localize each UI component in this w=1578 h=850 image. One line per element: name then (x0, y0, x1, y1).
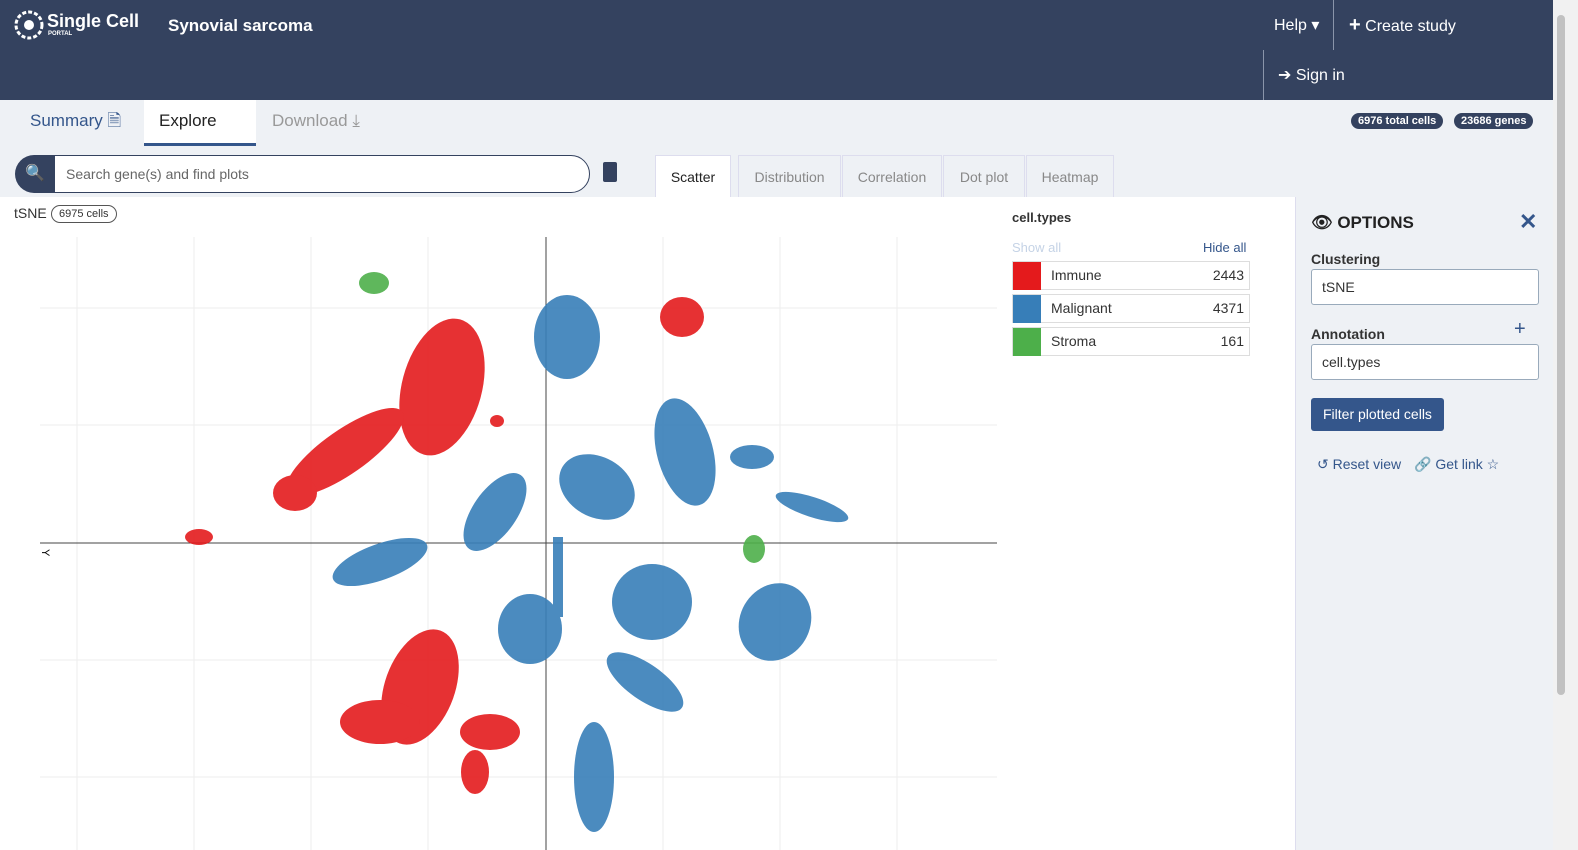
cell-cluster (461, 750, 489, 794)
cell-cluster (660, 297, 704, 337)
add-annotation[interactable]: + (1514, 318, 1526, 340)
label: Annotation (1311, 326, 1385, 342)
close[interactable]: ✕ (1519, 209, 1538, 234)
cell-cluster (606, 652, 684, 712)
brand-sub: PORTAL (48, 31, 73, 37)
logo (14, 10, 44, 40)
legend-title: cell.types (1012, 210, 1072, 225)
legend-name: Stroma (1051, 333, 1097, 349)
divider (1333, 0, 1334, 50)
search-input[interactable]: Search gene(s) and find plots (54, 155, 590, 193)
badge: 6976 total cells (1351, 113, 1444, 129)
clusters (185, 272, 849, 832)
help-text: Help (1274, 17, 1307, 34)
cell-cluster (738, 583, 812, 661)
create-study[interactable]: + Create study (1349, 14, 1456, 36)
legend-row[interactable]: Immune 2443 (1012, 261, 1250, 290)
brand[interactable]: Single Cell (47, 11, 140, 31)
cell-cluster (490, 415, 504, 427)
badge: 23686 genes (1454, 113, 1534, 129)
plot-tab[interactable]: Scatter (655, 155, 731, 197)
show-all[interactable]: Show all (1012, 240, 1062, 255)
plot-label: tSNE (14, 205, 47, 221)
cell-cluster (498, 594, 562, 664)
tab-text: Download (272, 111, 348, 130)
cell-cluster (286, 407, 404, 497)
clustering-select[interactable]: tSNE (1311, 269, 1539, 305)
legend-name: Malignant (1051, 300, 1112, 316)
tab-summary[interactable]: Summary 🗎 (30, 111, 122, 130)
cell-cluster (559, 454, 635, 520)
axis-label: Y (39, 549, 51, 557)
cell-cluster (730, 445, 774, 469)
reset-view[interactable]: ↺ Reset view (1317, 456, 1402, 472)
upload-icon[interactable] (603, 162, 617, 182)
label: Clustering (1311, 251, 1381, 267)
hide-all[interactable]: Hide all (1203, 240, 1247, 255)
legend-count: 2443 (1212, 267, 1244, 283)
tab-explore[interactable]: Explore 👁 (144, 100, 256, 172)
plot-tab[interactable]: Distribution (738, 155, 841, 197)
scatter-plot[interactable]: Y (0, 197, 1000, 850)
legend-swatch (1013, 328, 1041, 356)
legend-count: 161 (1220, 333, 1244, 349)
cell-cluster (775, 491, 849, 523)
options-panel: 👁 OPTIONS ✕ Clustering tSNE Annotation +… (1295, 197, 1553, 850)
cell-cluster (463, 473, 527, 551)
cell-cluster (534, 295, 600, 379)
help-menu[interactable]: Help ▾ (1274, 17, 1320, 34)
plot-tab[interactable]: Heatmap (1026, 155, 1114, 197)
legend-swatch (1013, 262, 1041, 290)
cells-badge: 6975 cells (51, 205, 117, 223)
cell-cluster (273, 475, 317, 511)
plot-tab[interactable]: Correlation (842, 155, 942, 197)
legend-swatch (1013, 295, 1041, 323)
header: Single Cell PORTAL Synovial sarcoma Help… (0, 0, 1553, 100)
cell-cluster (332, 537, 428, 587)
study-title: Synovial sarcoma (168, 16, 313, 35)
cell-cluster (185, 529, 213, 545)
create-text: Create study (1365, 18, 1456, 35)
tab-text: Summary (30, 111, 103, 130)
sign-in-text: Sign in (1295, 67, 1345, 84)
legend-count: 4371 (1212, 300, 1244, 316)
legend-row[interactable]: Stroma 161 (1012, 327, 1250, 356)
filter-button[interactable]: Filter plotted cells (1311, 398, 1444, 431)
cell-cluster (359, 272, 389, 294)
cell-cluster (654, 398, 716, 506)
tab-download[interactable]: Download ⤓ (272, 111, 360, 130)
cell-cluster (574, 722, 614, 832)
scrollbar (1553, 0, 1578, 850)
reset-text: Reset view (1332, 456, 1402, 472)
plot-tab[interactable]: Dot plot (943, 155, 1025, 197)
tab-text: Explore (159, 111, 217, 130)
sign-in[interactable]: ➔ Sign in (1278, 67, 1345, 84)
options-title: OPTIONS (1337, 213, 1414, 232)
link-text: Get link (1435, 456, 1483, 472)
cell-cluster (340, 700, 420, 744)
cell-cluster (399, 318, 485, 456)
options-header: 👁 OPTIONS (1311, 213, 1414, 232)
cell-cluster (553, 537, 563, 617)
get-link[interactable]: 🔗 Get link ☆ (1414, 456, 1500, 472)
legend-row[interactable]: Malignant 4371 (1012, 294, 1250, 323)
legend-name: Immune (1051, 267, 1102, 283)
search-button[interactable]: 🔍 (15, 155, 55, 193)
divider (1263, 50, 1264, 100)
cell-cluster (743, 535, 765, 563)
cell-cluster (460, 714, 520, 750)
annotation-select[interactable]: cell.types (1311, 344, 1539, 380)
cell-cluster (612, 564, 692, 640)
